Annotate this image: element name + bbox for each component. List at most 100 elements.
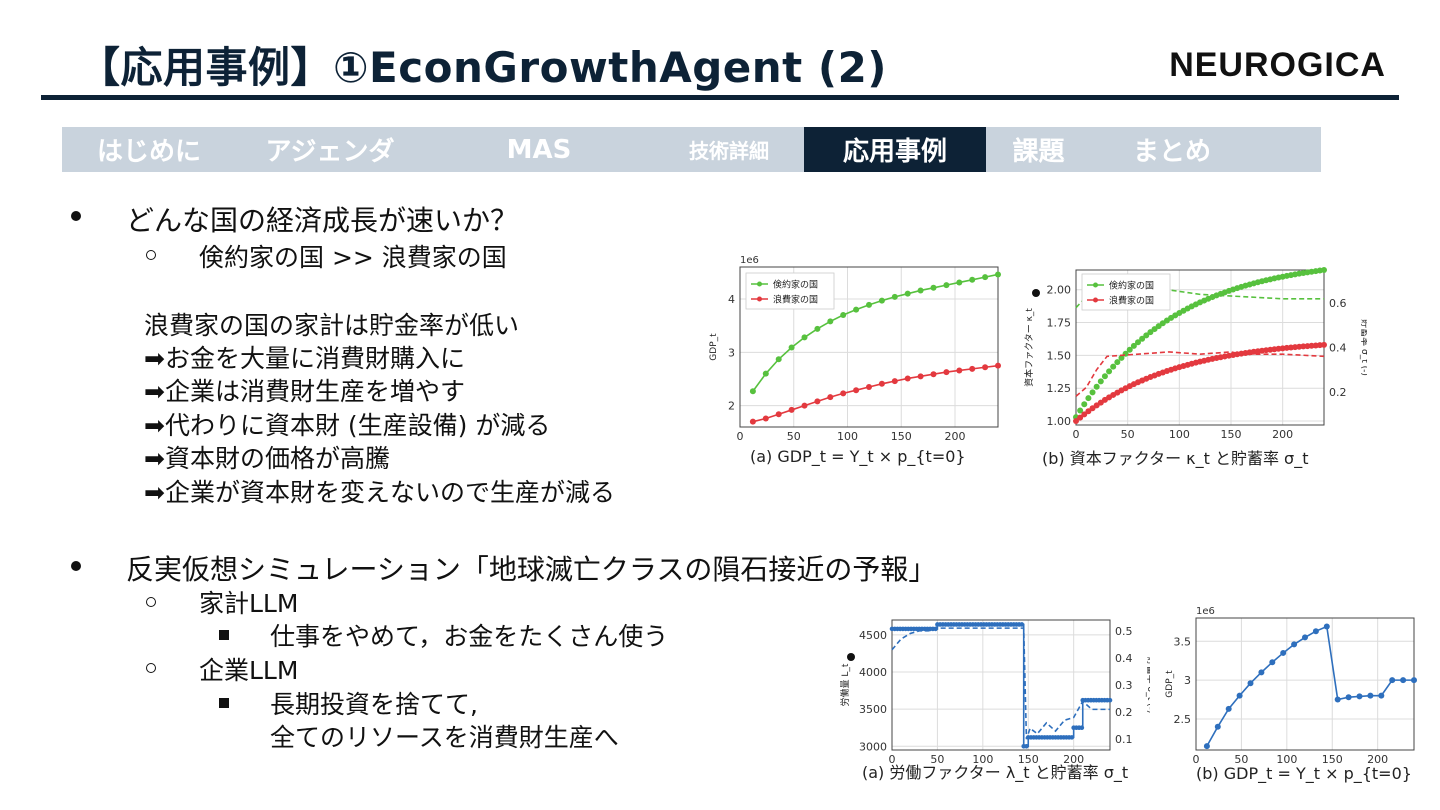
y2-tick-label: 0.3 xyxy=(1115,679,1133,692)
x-tick-label: 100 xyxy=(837,430,858,443)
data-point xyxy=(956,279,963,286)
tab-intro[interactable]: はじめに xyxy=(96,137,201,167)
y-tick-label: 3000 xyxy=(859,740,887,753)
sub-bullet-circle xyxy=(146,663,156,673)
marker-legend-icon xyxy=(847,653,855,661)
data-point xyxy=(1321,267,1327,273)
tab-tech-details[interactable]: 技術詳細 xyxy=(689,139,769,163)
gdp-meteor-chart: 0 50 100 150 200 2.5 3 3.5 1e6 GDP_t (b) GDP_t = Y… xyxy=(1165,606,1417,784)
plot-frame xyxy=(891,619,1111,751)
data-point xyxy=(814,398,821,405)
tab-summary[interactable]: まとめ xyxy=(1132,137,1211,167)
household-llm-label: 家計LLM xyxy=(199,589,299,618)
data-point xyxy=(749,388,756,395)
y2-tick-label: 0.2 xyxy=(1115,706,1133,719)
data-point xyxy=(1389,677,1396,684)
data-point xyxy=(1077,407,1084,414)
tab-use-cases[interactable]: 応用事例 xyxy=(804,127,986,172)
data-point xyxy=(891,378,898,385)
gdp-line xyxy=(1206,625,1414,747)
data-point xyxy=(943,369,950,376)
legend-marker xyxy=(1093,297,1098,303)
data-point xyxy=(969,365,976,372)
x-tick-label: 200 xyxy=(1367,753,1388,766)
y2-tick-label: 0.5 xyxy=(1115,625,1133,638)
reason-line: ➡資本財の価格が高騰 xyxy=(144,444,390,473)
page-title: 【応用事例】①EconGrowthAgent (2) xyxy=(78,43,887,92)
data-point xyxy=(1236,692,1243,699)
legend-marker xyxy=(1093,282,1098,288)
data-point xyxy=(1203,743,1210,750)
x-tick-label: 100 xyxy=(1276,753,1297,766)
y-tick-label: 1.00 xyxy=(1047,415,1072,428)
x-tick-label: 50 xyxy=(930,753,944,766)
tab-agenda[interactable]: アジェンダ xyxy=(265,137,395,167)
data-point xyxy=(801,334,808,341)
labor-savings-chart: 0 50 100 150 200 3000 3500 4000 4500 0.1 0.2 0.3 0.4… xyxy=(840,619,1150,783)
tab-issues[interactable]: 課題 xyxy=(1012,137,1065,167)
legend-label: 倹約家の国 xyxy=(1109,280,1154,292)
y-axis-label: GDP_t xyxy=(709,333,719,361)
data-point xyxy=(788,344,795,351)
data-point xyxy=(1093,383,1100,390)
data-point xyxy=(762,415,769,422)
savings-rate-line xyxy=(891,627,1110,740)
tab-mas[interactable]: MAS xyxy=(506,134,572,165)
x-tick-label: 50 xyxy=(787,430,801,443)
data-point xyxy=(814,325,821,332)
scale-label: 1e6 xyxy=(740,255,759,266)
data-point xyxy=(1312,628,1319,635)
chart-caption: (a) 労働ファクター λ_t と貯蓄率 σ_t xyxy=(862,763,1128,783)
y-tick-label: 1.75 xyxy=(1047,317,1072,330)
sub-bullet-square xyxy=(219,630,229,640)
data-point xyxy=(1291,641,1298,648)
savings-rate-line xyxy=(1075,351,1325,397)
bullet-dot xyxy=(71,211,81,221)
title-divider xyxy=(41,95,1399,100)
legend-box xyxy=(1081,273,1171,311)
x-tick-label: 150 xyxy=(1018,753,1039,766)
data-point xyxy=(801,402,808,409)
chart-caption: (b) 資本ファクター κ_t と貯蓄率 σ_t xyxy=(1042,449,1308,469)
data-point xyxy=(866,301,872,308)
data-point xyxy=(917,373,924,380)
data-point xyxy=(1079,725,1085,731)
data-point xyxy=(995,271,1001,278)
data-point xyxy=(1323,623,1330,630)
data-point xyxy=(891,293,898,300)
data-point xyxy=(1367,692,1374,699)
reason-line: 浪費家の国の家計は貯金率が低い xyxy=(144,311,520,340)
data-point xyxy=(775,356,782,363)
data-point xyxy=(943,282,950,289)
data-point xyxy=(1130,342,1137,349)
data-point xyxy=(1411,677,1417,684)
firm-llm-label: 企業LLM xyxy=(199,656,299,685)
y-tick-label: 1.50 xyxy=(1047,349,1072,362)
x-tick-label: 0 xyxy=(1193,753,1200,766)
data-point xyxy=(1101,373,1108,380)
section1-question: どんな国の経済成長が速いか？ xyxy=(126,204,519,237)
y2-axis-label: 貯蓄率 σ_t (-) xyxy=(1145,657,1150,714)
x-tick-label: 0 xyxy=(889,753,896,766)
reason-line: ➡代わりに資本財 (生産設備) が減る xyxy=(144,411,551,440)
data-point xyxy=(982,364,989,371)
data-point xyxy=(930,371,937,378)
y-axis-label: 資本ファクター κ_t xyxy=(1023,308,1035,387)
data-point xyxy=(1114,359,1121,366)
y2-tick-label: 0.4 xyxy=(1115,652,1133,665)
data-point xyxy=(1126,346,1133,353)
y-tick-label: 3 xyxy=(1184,674,1191,687)
data-point xyxy=(1321,341,1327,348)
data-point xyxy=(1247,680,1254,687)
data-point xyxy=(1302,634,1308,641)
data-point xyxy=(1214,723,1221,730)
data-point xyxy=(788,406,795,413)
reason-line: ➡企業は消費財生産を増やす xyxy=(144,377,465,406)
sub-bullet-circle xyxy=(146,597,156,607)
brand-logo: NEURОGICA xyxy=(1169,46,1386,84)
data-point xyxy=(1024,743,1029,749)
y-tick-label: 2.5 xyxy=(1174,713,1192,726)
x-tick-label: 200 xyxy=(945,430,966,443)
data-point xyxy=(1280,649,1287,656)
x-tick-label: 200 xyxy=(1063,753,1084,766)
